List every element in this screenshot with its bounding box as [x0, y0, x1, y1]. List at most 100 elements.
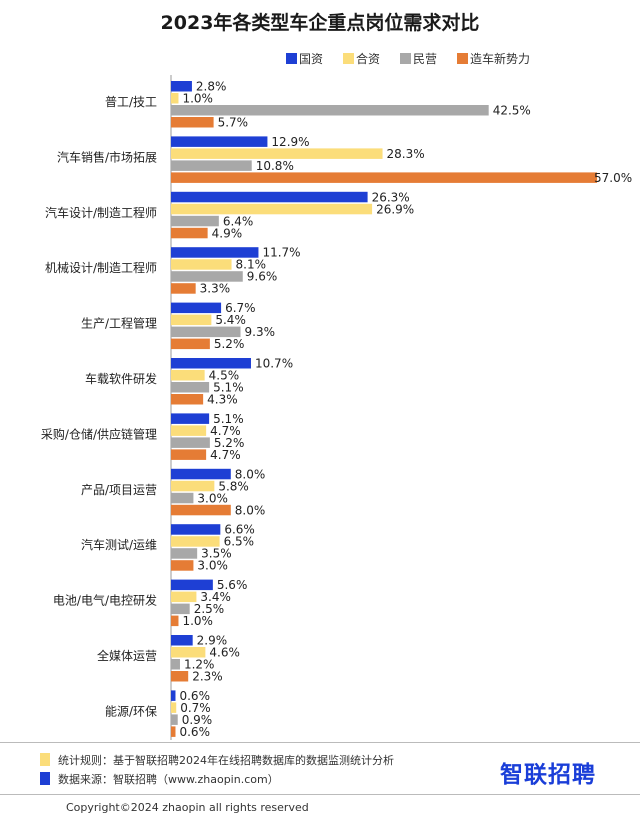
bar	[171, 326, 241, 338]
data-label: 26.9%	[376, 202, 414, 216]
data-label: 5.6%	[217, 578, 248, 592]
data-label: 1.0%	[182, 614, 213, 628]
category-label: 全媒体运营	[97, 648, 157, 663]
bar	[171, 480, 215, 492]
data-label: 3.0%	[197, 491, 228, 505]
category-label: 普工/技工	[105, 95, 157, 109]
legend-item-xinshili: 造车新势力	[457, 50, 530, 67]
data-label: 0.9%	[182, 713, 213, 727]
legend-label-hezi: 合资	[356, 52, 381, 66]
bar	[171, 437, 210, 448]
bar	[171, 425, 207, 436]
bar	[171, 603, 190, 615]
bar	[171, 302, 222, 314]
data-label: 2.3%	[192, 670, 223, 684]
category-label: 汽车销售/市场拓展	[57, 149, 157, 164]
category-label: 汽车测试/运维	[81, 537, 157, 552]
legend-swatch-guozi	[286, 53, 297, 64]
data-label: 8.1%	[236, 258, 266, 272]
bar	[171, 714, 178, 725]
data-label: 8.0%	[235, 503, 265, 517]
data-label: 12.9%	[271, 135, 309, 149]
data-label: 4.7%	[210, 424, 241, 438]
chart-title: 2023年各类型车企重点岗位需求对比	[160, 12, 480, 34]
bar	[171, 117, 214, 128]
stat-rule-text: 统计规则：基于智联招聘2024年在线招聘数据库的数据监测统计分析	[58, 754, 394, 767]
data-label: 0.7%	[180, 701, 211, 715]
legend-swatch-hezi	[343, 53, 354, 64]
bar	[171, 413, 210, 424]
data-label: 2.5%	[194, 602, 225, 616]
data-label: 1.2%	[184, 658, 215, 672]
category-label: 电池/电气/电控研发	[53, 593, 157, 608]
data-label: 42.5%	[493, 104, 531, 118]
data-label: 5.2%	[214, 436, 245, 450]
stat-rule-swatch	[40, 753, 50, 766]
bar	[171, 136, 268, 147]
category-label: 采购/仓储/供应链管理	[41, 426, 157, 441]
zhaopin-logo: 智联招聘	[500, 762, 596, 788]
category-label: 生产/工程管理	[81, 316, 157, 331]
data-label: 4.7%	[210, 448, 241, 462]
category-label: 能源/环保	[105, 704, 157, 718]
data-label: 5.4%	[215, 313, 246, 327]
bar	[171, 468, 231, 480]
bar	[171, 191, 368, 203]
legend-item-minying: 民营	[400, 50, 437, 67]
bar	[171, 338, 210, 350]
data-label: 5.1%	[213, 412, 244, 426]
bar	[171, 690, 176, 701]
data-label: 4.9%	[212, 226, 243, 240]
bar	[171, 382, 210, 393]
footer-divider-bottom	[0, 794, 640, 795]
data-label: 10.7%	[255, 357, 293, 371]
data-label: 9.6%	[247, 270, 278, 284]
legend-swatch-minying	[400, 53, 411, 64]
data-source-note: 数据来源：智联招聘（www.zhaopin.com）	[40, 771, 279, 787]
bar	[171, 536, 220, 547]
data-label: 6.6%	[224, 523, 255, 537]
data-label: 3.4%	[200, 590, 231, 604]
bar-chart: 普工/技工2.8%1.0%42.5%5.7%汽车销售/市场拓展12.9%28.3…	[41, 75, 632, 740]
bar	[171, 560, 194, 571]
bar	[171, 227, 208, 239]
data-label: 4.3%	[207, 393, 238, 407]
bar	[171, 271, 243, 282]
bar	[171, 579, 213, 591]
bar	[171, 548, 198, 559]
data-label: 2.9%	[197, 634, 228, 648]
bar	[171, 702, 177, 713]
bar	[171, 615, 179, 627]
data-label: 1.0%	[182, 92, 213, 106]
data-label: 10.8%	[256, 159, 294, 173]
bar	[171, 524, 221, 535]
bar	[171, 492, 194, 504]
bar	[171, 247, 259, 258]
bar	[171, 370, 205, 381]
bar	[171, 105, 489, 116]
data-label: 3.3%	[200, 282, 231, 296]
legend-item-hezi: 合资	[343, 50, 380, 67]
category-label: 车载软件研发	[85, 371, 157, 386]
bar	[171, 314, 212, 326]
category-label: 机械设计/制造工程师	[45, 260, 157, 275]
data-label: 9.3%	[245, 325, 276, 339]
data-label: 3.0%	[197, 559, 228, 573]
data-label: 28.3%	[387, 147, 425, 161]
data-label: 4.6%	[209, 646, 240, 660]
data-label: 5.1%	[213, 381, 244, 395]
legend-item-guozi: 国资	[286, 50, 323, 67]
data-label: 6.5%	[224, 535, 255, 549]
data-label: 8.0%	[235, 467, 265, 481]
bar	[171, 591, 197, 603]
category-label: 产品/项目运营	[81, 483, 157, 497]
stat-rule-note: 统计规则：基于智联招聘2024年在线招聘数据库的数据监测统计分析	[40, 752, 394, 768]
legend-label-xinshili: 造车新势力	[470, 52, 531, 66]
bar	[171, 172, 598, 183]
data-label: 6.7%	[225, 301, 256, 315]
bar	[171, 635, 193, 646]
legend-swatch-xinshili	[457, 53, 468, 64]
bar	[171, 283, 196, 294]
data-label: 0.6%	[179, 689, 210, 703]
data-label: 0.6%	[179, 725, 210, 739]
